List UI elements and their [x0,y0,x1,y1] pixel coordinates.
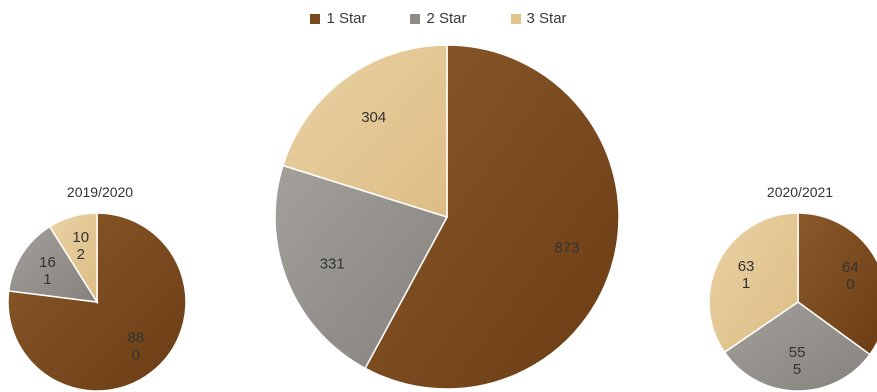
legend-item-1-star: 1 Star [310,10,366,27]
pie-2-slice-2-star [723,301,871,392]
pie-0-label-2-star: 16 1 [39,254,56,288]
pie-2-slice-1-star [797,212,877,356]
pie-1-slice-3-star [281,44,448,219]
legend-item-2-star: 2 Star [410,10,467,27]
pie-2-label-3-star: 63 1 [738,258,755,292]
chart-legend: 1 Star 2 Star 3 Star [0,10,877,27]
legend-swatch-3-star [510,13,521,24]
pie-1-label-3-star: 304 [361,109,386,126]
pie-2-label-1-star: 64 0 [842,259,859,293]
pie-1-slice-2-star [274,164,449,370]
pie-2-label-2-star: 55 5 [789,344,806,378]
pie-0-slice-2-star [7,225,99,303]
pie-0-label-1-star: 88 0 [128,330,145,364]
pie-title-2020-2021: 2020/2021 [766,184,834,200]
pie-1-label-2-star: 331 [320,256,345,273]
pie-1-label-1-star: 873 [555,239,580,256]
pie-title-2019-2020: 2019/2020 [66,184,134,200]
pie-2-slice-3-star [708,212,799,354]
pie-1-slice-1-star [364,44,620,390]
legend-swatch-2-star [410,13,421,24]
pie-0-label-3-star: 10 2 [72,229,89,263]
legend-swatch-1-star [310,13,321,24]
legend-label-1-star: 1 Star [326,10,367,27]
legend-label-3-star: 3 Star [526,10,567,27]
legend-label-2-star: 2 Star [426,10,467,27]
legend-item-3-star: 3 Star [510,10,567,27]
pie-0-slice-3-star [48,212,98,305]
